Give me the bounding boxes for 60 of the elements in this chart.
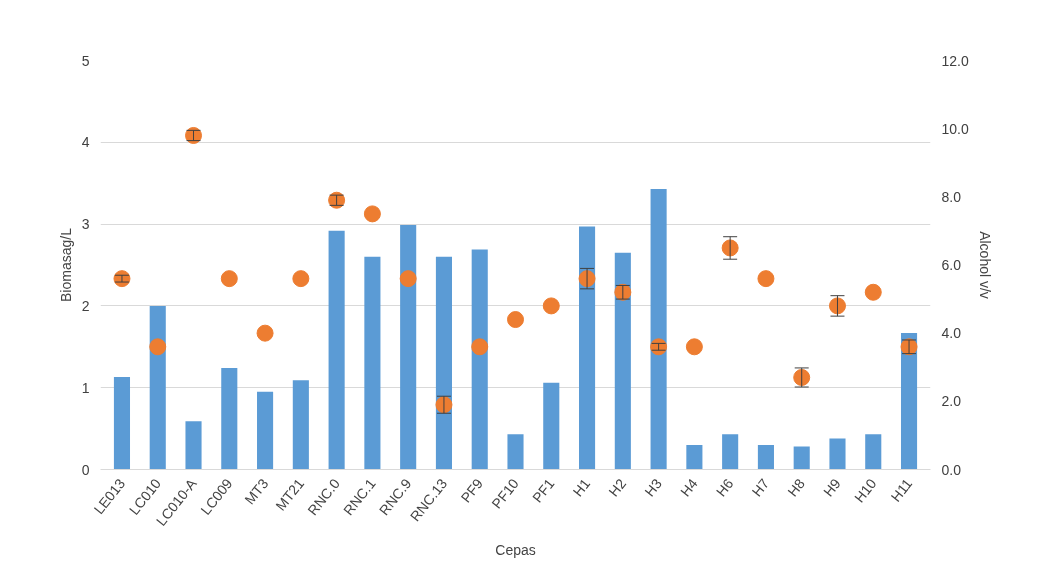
bar	[507, 434, 524, 470]
x-tick-label: H7	[748, 475, 773, 500]
point	[507, 311, 524, 329]
x-tick-label: H1	[569, 475, 594, 500]
point	[292, 270, 310, 288]
y-axis-title: Biomasag/L	[57, 227, 74, 302]
bar	[113, 377, 131, 470]
bar	[185, 421, 202, 470]
bar	[650, 188, 667, 470]
bar	[221, 368, 238, 470]
y2-tick-label: 10.0	[941, 120, 969, 137]
point	[149, 338, 167, 356]
x-tick-label: H8	[784, 475, 809, 500]
point	[220, 270, 238, 288]
point	[542, 297, 560, 315]
bar	[149, 305, 166, 470]
point	[256, 324, 274, 342]
x-tick-label: H4	[676, 475, 701, 500]
bar	[543, 382, 560, 470]
bar	[829, 438, 846, 470]
y2-axis-title: Alcohol v/v	[976, 231, 993, 299]
x-tick-label: H6	[712, 475, 737, 500]
bar	[579, 226, 596, 470]
point	[363, 205, 381, 223]
bar	[865, 434, 882, 470]
y2-tick-label: 8.0	[941, 188, 962, 205]
y2-tick-label: 6.0	[941, 257, 962, 273]
y-tick-label: 5	[81, 52, 90, 69]
bar	[257, 391, 274, 470]
y-tick-label: 2	[81, 297, 90, 314]
x-tick-label: H11	[887, 475, 916, 505]
x-tick-label: PF1	[529, 475, 558, 506]
bar	[400, 224, 417, 470]
y-tick-label: 0	[81, 461, 90, 478]
x-tick-label: H9	[820, 475, 844, 500]
y-tick-label: 3	[81, 216, 90, 233]
x-tick-label: H2	[605, 475, 630, 500]
point	[471, 338, 489, 356]
bar	[292, 380, 309, 470]
bar	[793, 446, 810, 470]
bar	[722, 434, 739, 470]
x-tick-label: H3	[641, 475, 665, 500]
bar	[435, 256, 452, 470]
point	[399, 270, 417, 288]
y2-tick-label: 2.0	[941, 393, 962, 410]
x-axis-title: Cepas	[495, 541, 536, 558]
bar	[364, 256, 381, 470]
y2-tick-label: 12.0	[941, 52, 969, 69]
bar	[471, 249, 488, 470]
y-tick-label: 1	[81, 379, 90, 396]
y-tick-label: 4	[81, 134, 90, 151]
bar	[328, 230, 345, 470]
y2-tick-label: 4.0	[941, 325, 962, 342]
point	[864, 283, 882, 301]
bar	[614, 252, 631, 470]
bar	[686, 444, 703, 470]
bar	[757, 444, 774, 470]
point	[757, 270, 775, 288]
point	[685, 338, 703, 356]
y2-tick-label: 0.0	[941, 461, 962, 478]
